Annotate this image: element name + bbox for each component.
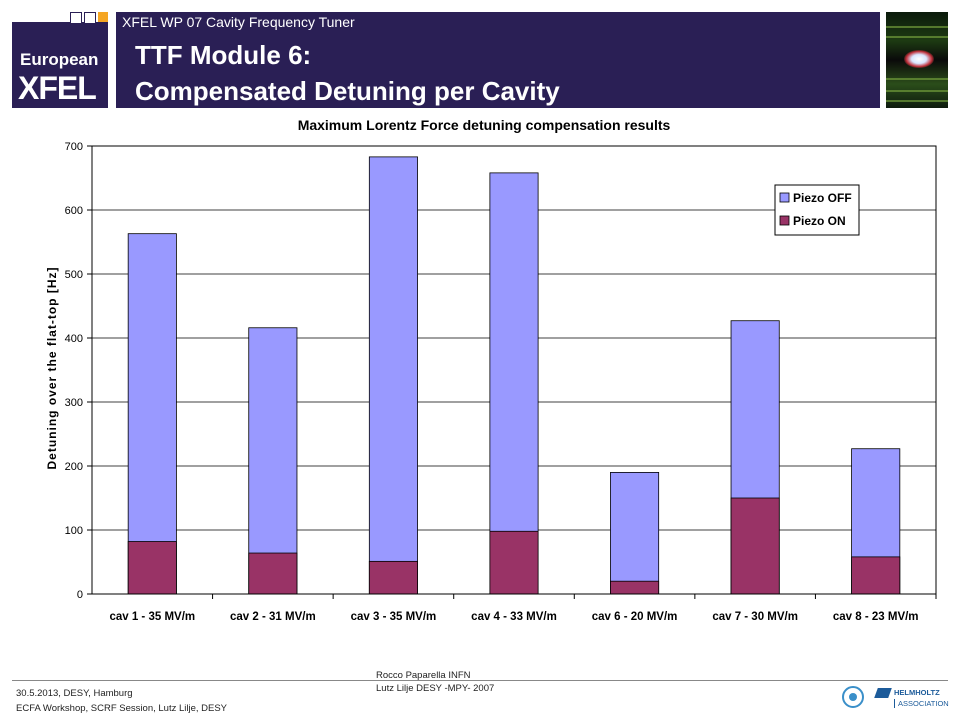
x-tick-label: cav 4 - 33 MV/m [471,611,557,623]
footer-author-2: Lutz Lilje DESY -MPY- 2007 [376,683,495,694]
y-tick-label: 600 [65,205,83,217]
y-tick-label: 500 [65,269,83,281]
bar-piezo-off-3 [368,156,418,595]
bar-piezo-on-3 [368,560,418,595]
bar-piezo-off-5 [610,471,660,595]
page-title-line1: TTF Module 6: [135,40,312,70]
european-xfel-logo [12,22,108,108]
page-title-line2: Compensated Detuning per Cavity [135,76,560,106]
chart-legend: Piezo OFF Piezo ON [774,184,860,236]
chart-y-axis-label: Detuning over the flat-top [Hz] [45,267,59,470]
bar-piezo-on-4 [489,530,539,595]
bar-piezo-on-5 [610,580,660,595]
x-tick-label: cav 3 - 35 MV/m [351,611,437,623]
x-tick-label: cav 7 - 30 MV/m [712,611,798,623]
bar-piezo-on-7 [851,556,901,595]
helmholtz-name: HELMHOLTZ [894,688,940,697]
x-tick-label: cav 8 - 23 MV/m [833,611,919,623]
bar-piezo-on-6 [730,497,780,595]
bar-piezo-off-1 [127,233,177,595]
logo-text-european: European [20,50,99,69]
legend-label-piezo-on: Piezo ON [793,214,846,228]
header-subtitle: XFEL WP 07 Cavity Frequency Tuner [122,14,355,30]
y-tick-label: 200 [65,461,83,473]
y-tick-label: 300 [65,397,83,409]
footer-author-1: Rocco Paparella INFN [376,670,471,681]
logo-square-1 [70,12,82,24]
y-tick-label: 400 [65,333,83,345]
bar-piezo-off-4 [489,172,539,595]
logo-square-2 [84,12,96,24]
header-band [116,12,880,108]
chart-title: Maximum Lorentz Force detuning compensat… [298,117,671,133]
desy-logo [842,686,864,708]
detuning-bar-chart: Maximum Lorentz Force detuning compensat… [45,117,937,623]
x-tick-label: cav 1 - 35 MV/m [109,611,195,623]
legend-swatch-piezo-off [779,192,790,203]
helmholtz-association: ASSOCIATION [894,699,949,708]
x-tick-label: cav 2 - 31 MV/m [230,611,316,623]
legend-swatch-piezo-on [779,215,790,226]
footer-event: ECFA Workshop, SCRF Session, Lutz Lilje,… [16,703,228,714]
y-tick-label: 700 [65,141,83,153]
bar-piezo-on-2 [248,552,298,595]
legend-label-piezo-off: Piezo OFF [793,191,852,205]
helmholtz-logo-mark [874,688,892,698]
logo-square-3 [98,12,108,22]
logo-text-xfel: XFEL [18,70,97,106]
header-decorative-image [886,12,948,108]
y-tick-label: 100 [65,525,83,537]
y-tick-label: 0 [77,589,83,601]
footer-date-place: 30.5.2013, DESY, Hamburg [16,688,133,699]
x-tick-label: cav 6 - 20 MV/m [592,611,678,623]
bar-piezo-on-1 [127,541,177,595]
footer-divider [12,680,948,681]
